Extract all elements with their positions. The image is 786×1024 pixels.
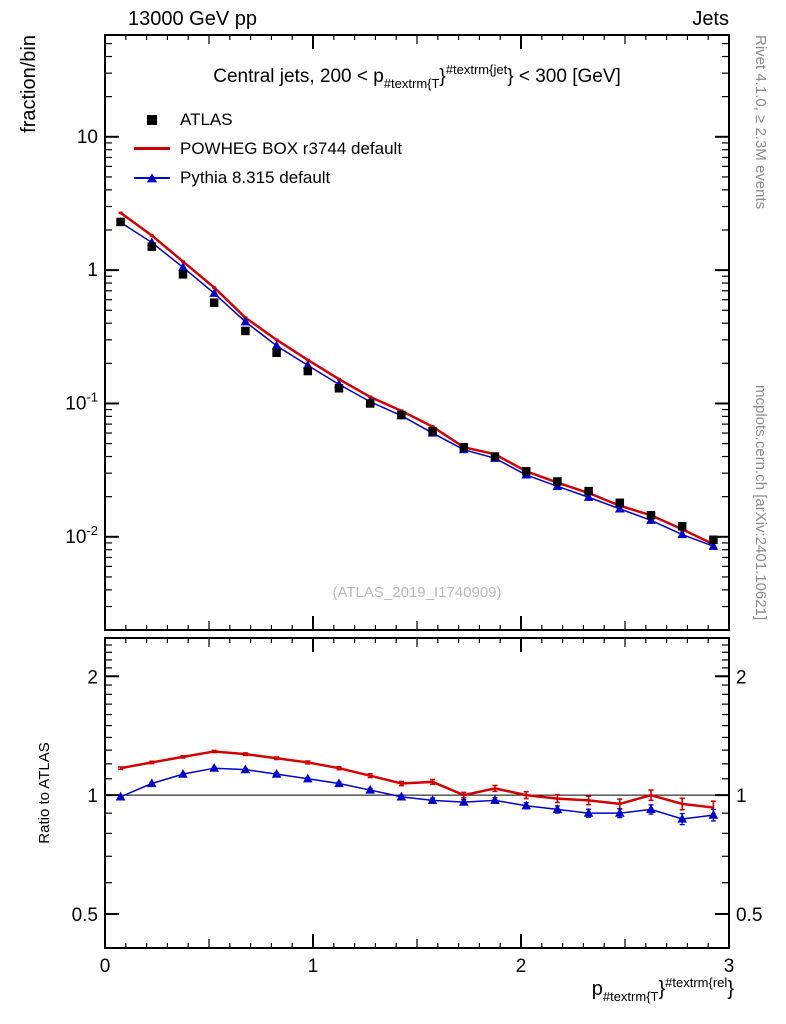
blue-triangle-line-marker-icon bbox=[134, 172, 170, 182]
plot-title: Central jets, 200 < p#textrm{T}#textrm{j… bbox=[213, 62, 621, 91]
title-prefix: Central jets, 200 < p bbox=[213, 66, 384, 87]
svg-text:2: 2 bbox=[736, 667, 747, 688]
xlabel-superscript: #textrm{rel bbox=[665, 975, 728, 990]
svg-text:0: 0 bbox=[100, 956, 111, 977]
legend: ATLAS POWHEG BOX r3744 default Pythia 8.… bbox=[132, 105, 402, 192]
title-brace: } bbox=[439, 66, 446, 87]
ratio-y-axis-title: Ratio to ATLAS bbox=[36, 742, 53, 844]
svg-text:1: 1 bbox=[308, 956, 319, 977]
black-square-marker-icon bbox=[147, 114, 157, 125]
svg-text:10-1: 10-1 bbox=[65, 389, 98, 414]
legend-label-pythia: Pythia 8.315 default bbox=[180, 167, 331, 187]
legend-item-atlas: ATLAS bbox=[132, 105, 402, 134]
main-y-axis-title: fraction/bin bbox=[18, 35, 40, 133]
svg-text:1: 1 bbox=[87, 260, 98, 281]
mcplots-reference-note: mcplots.cern.ch [arXiv:2401.10621] bbox=[752, 385, 769, 621]
analysis-group-label: Jets bbox=[692, 8, 729, 30]
svg-text:10: 10 bbox=[77, 127, 98, 148]
title-suffix: } < 300 [GeV] bbox=[507, 66, 621, 87]
xlabel-suffix: } bbox=[727, 978, 734, 1000]
svg-text:3: 3 bbox=[724, 956, 735, 977]
legend-item-powheg: POWHEG BOX r3744 default bbox=[132, 134, 402, 163]
x-axis-title: p#textrm{T}#textrm{rel} bbox=[592, 975, 734, 1004]
legend-label-powheg: POWHEG BOX r3744 default bbox=[180, 138, 403, 158]
rivet-version-note: Rivet 4.1.0, ≥ 2.3M events bbox=[752, 35, 769, 210]
legend-marker-cell bbox=[132, 114, 172, 125]
blue-triangle-icon bbox=[147, 172, 157, 182]
legend-label-atlas: ATLAS bbox=[180, 109, 233, 129]
svg-text:0.5: 0.5 bbox=[72, 905, 98, 926]
xlabel-brace: } bbox=[658, 978, 666, 1000]
title-superscript: #textrm{jet bbox=[445, 62, 508, 77]
red-line-marker-icon bbox=[134, 147, 170, 150]
title-subscript: #textrm{T bbox=[383, 76, 440, 91]
svg-text:2: 2 bbox=[516, 956, 527, 977]
legend-marker-cell bbox=[132, 147, 172, 150]
svg-text:10-2: 10-2 bbox=[65, 523, 98, 548]
svg-text:1: 1 bbox=[736, 786, 747, 807]
xlabel-subscript: #textrm{T bbox=[602, 989, 659, 1004]
beam-energy-label: 13000 GeV pp bbox=[128, 8, 257, 30]
legend-item-pythia: Pythia 8.315 default bbox=[132, 163, 402, 192]
svg-text:0.5: 0.5 bbox=[736, 905, 762, 926]
svg-text:1: 1 bbox=[87, 786, 98, 807]
legend-marker-cell bbox=[132, 172, 172, 182]
xlabel-base: p bbox=[591, 978, 603, 1000]
analysis-id-watermark: (ATLAS_2019_I1740909) bbox=[332, 584, 502, 601]
svg-text:2: 2 bbox=[87, 667, 98, 688]
